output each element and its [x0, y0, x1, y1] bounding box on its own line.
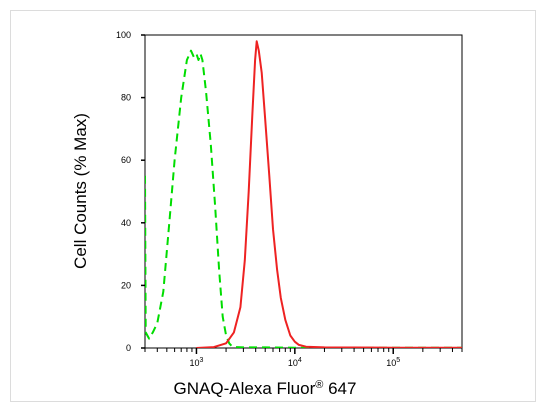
y-tick-label-80: 80 [121, 93, 131, 103]
y-tick-label-0: 0 [126, 343, 131, 353]
y-tick-label-60: 60 [121, 155, 131, 165]
x-tick-label-10000: 104 [288, 357, 302, 368]
y-axis-title: Cell Counts (% Max) [71, 113, 90, 269]
series-line-1 [145, 49, 462, 348]
x-axis-title-main: GNAQ-Alexa Fluor [174, 379, 316, 398]
plot-area [144, 34, 463, 349]
x-tick-label-base: 10 [386, 358, 396, 368]
x-tick-label-exponent: 5 [396, 357, 400, 364]
x-tick-label-exponent: 4 [298, 357, 302, 364]
x-axis-title: GNAQ-Alexa Fluor® 647 [174, 379, 357, 398]
y-tick-label-100: 100 [116, 30, 131, 40]
series-group [145, 40, 462, 348]
x-axis-ticks: 103 104 105 [144, 348, 463, 368]
x-axis-title-suffix: 647 [323, 379, 356, 398]
y-tick-label-20: 20 [121, 280, 131, 290]
y-axis-ticks: 0 20 40 60 80 100 [116, 30, 145, 353]
x-tick-label-exponent: 3 [200, 357, 204, 364]
x-tick-label-1000: 103 [189, 357, 203, 368]
x-tick-label-base: 10 [288, 358, 298, 368]
x-tick-label-base: 10 [189, 358, 199, 368]
y-tick-label-40: 40 [121, 218, 131, 228]
x-tick-label-100000: 105 [386, 357, 400, 368]
x-axis-title-registered: ® [315, 379, 323, 391]
series-line-2 [196, 40, 462, 348]
